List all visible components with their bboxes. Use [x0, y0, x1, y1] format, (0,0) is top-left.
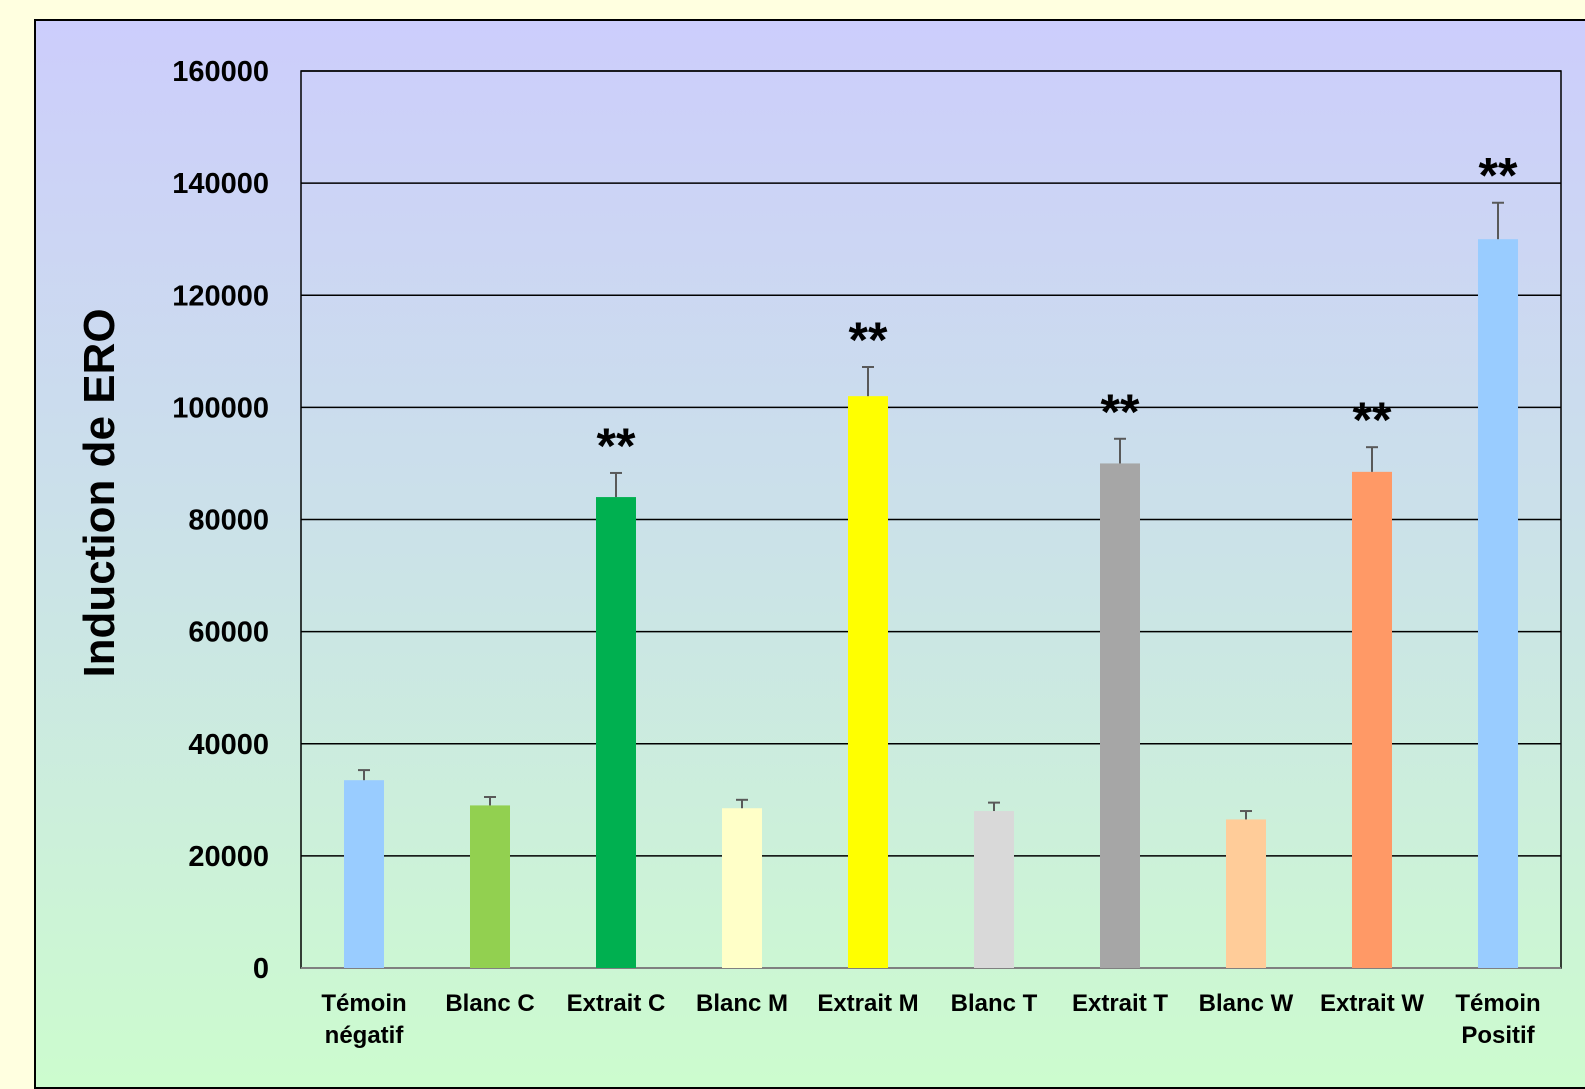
error-bars — [358, 201, 1504, 820]
y-tick-label: 160000 — [172, 56, 269, 88]
y-tick-label: 140000 — [172, 168, 269, 200]
y-tick-label: 20000 — [188, 841, 269, 873]
x-category-label: Extrait M — [817, 990, 918, 1017]
y-tick-label: 120000 — [172, 280, 269, 312]
x-category-label: Blanc M — [696, 990, 788, 1017]
bar — [1478, 239, 1518, 968]
bar — [722, 808, 762, 968]
gridlines — [300, 70, 1562, 969]
bar — [596, 497, 636, 968]
significance-label: ** — [1479, 148, 1518, 204]
y-tick-labels: 0 20000 40000 60000 80000 100000 120000 140000 1… — [172, 56, 269, 985]
bars — [344, 239, 1518, 969]
y-tick-label: 100000 — [172, 392, 269, 424]
x-category-label: Extrait T — [1072, 990, 1168, 1017]
x-category-label: Positif — [1461, 1022, 1535, 1049]
significance-label: ** — [1101, 384, 1140, 440]
y-tick-label: 40000 — [188, 729, 269, 761]
x-category-label: négatif — [325, 1022, 405, 1049]
x-category-label: Extrait W — [1320, 990, 1424, 1017]
bar-chart: ** ** ** ** ** 0 20000 40000 60000 80000 100000 12… — [75, 56, 1562, 1049]
bar — [1352, 471, 1392, 968]
y-tick-label: 0 — [253, 953, 269, 985]
significance-label: ** — [597, 418, 636, 474]
bar — [848, 396, 888, 969]
x-category-label: Blanc W — [1199, 990, 1294, 1017]
bar — [1100, 463, 1140, 968]
x-category-label: Blanc C — [445, 990, 534, 1017]
bar — [1226, 819, 1266, 968]
x-category-label: Extrait C — [567, 990, 666, 1017]
chart-frame: ** ** ** ** ** 0 20000 40000 60000 80000 100000 12… — [34, 19, 1585, 1089]
significance-markers: ** ** ** ** ** — [597, 148, 1518, 474]
y-tick-label: 60000 — [188, 617, 269, 649]
x-category-label: Témoin — [1455, 990, 1540, 1017]
significance-label: ** — [849, 312, 888, 368]
bar — [974, 811, 1014, 968]
bar — [344, 780, 384, 968]
x-category-label: Témoin — [321, 990, 406, 1017]
bar — [470, 805, 510, 968]
x-category-labels: Témoin négatif Blanc C Extrait C Blanc M Extr… — [321, 990, 1540, 1049]
x-category-label: Blanc T — [951, 990, 1038, 1017]
y-axis-title: Induction de ERO — [75, 308, 124, 677]
significance-label: ** — [1353, 392, 1392, 448]
y-tick-label: 80000 — [188, 505, 269, 537]
